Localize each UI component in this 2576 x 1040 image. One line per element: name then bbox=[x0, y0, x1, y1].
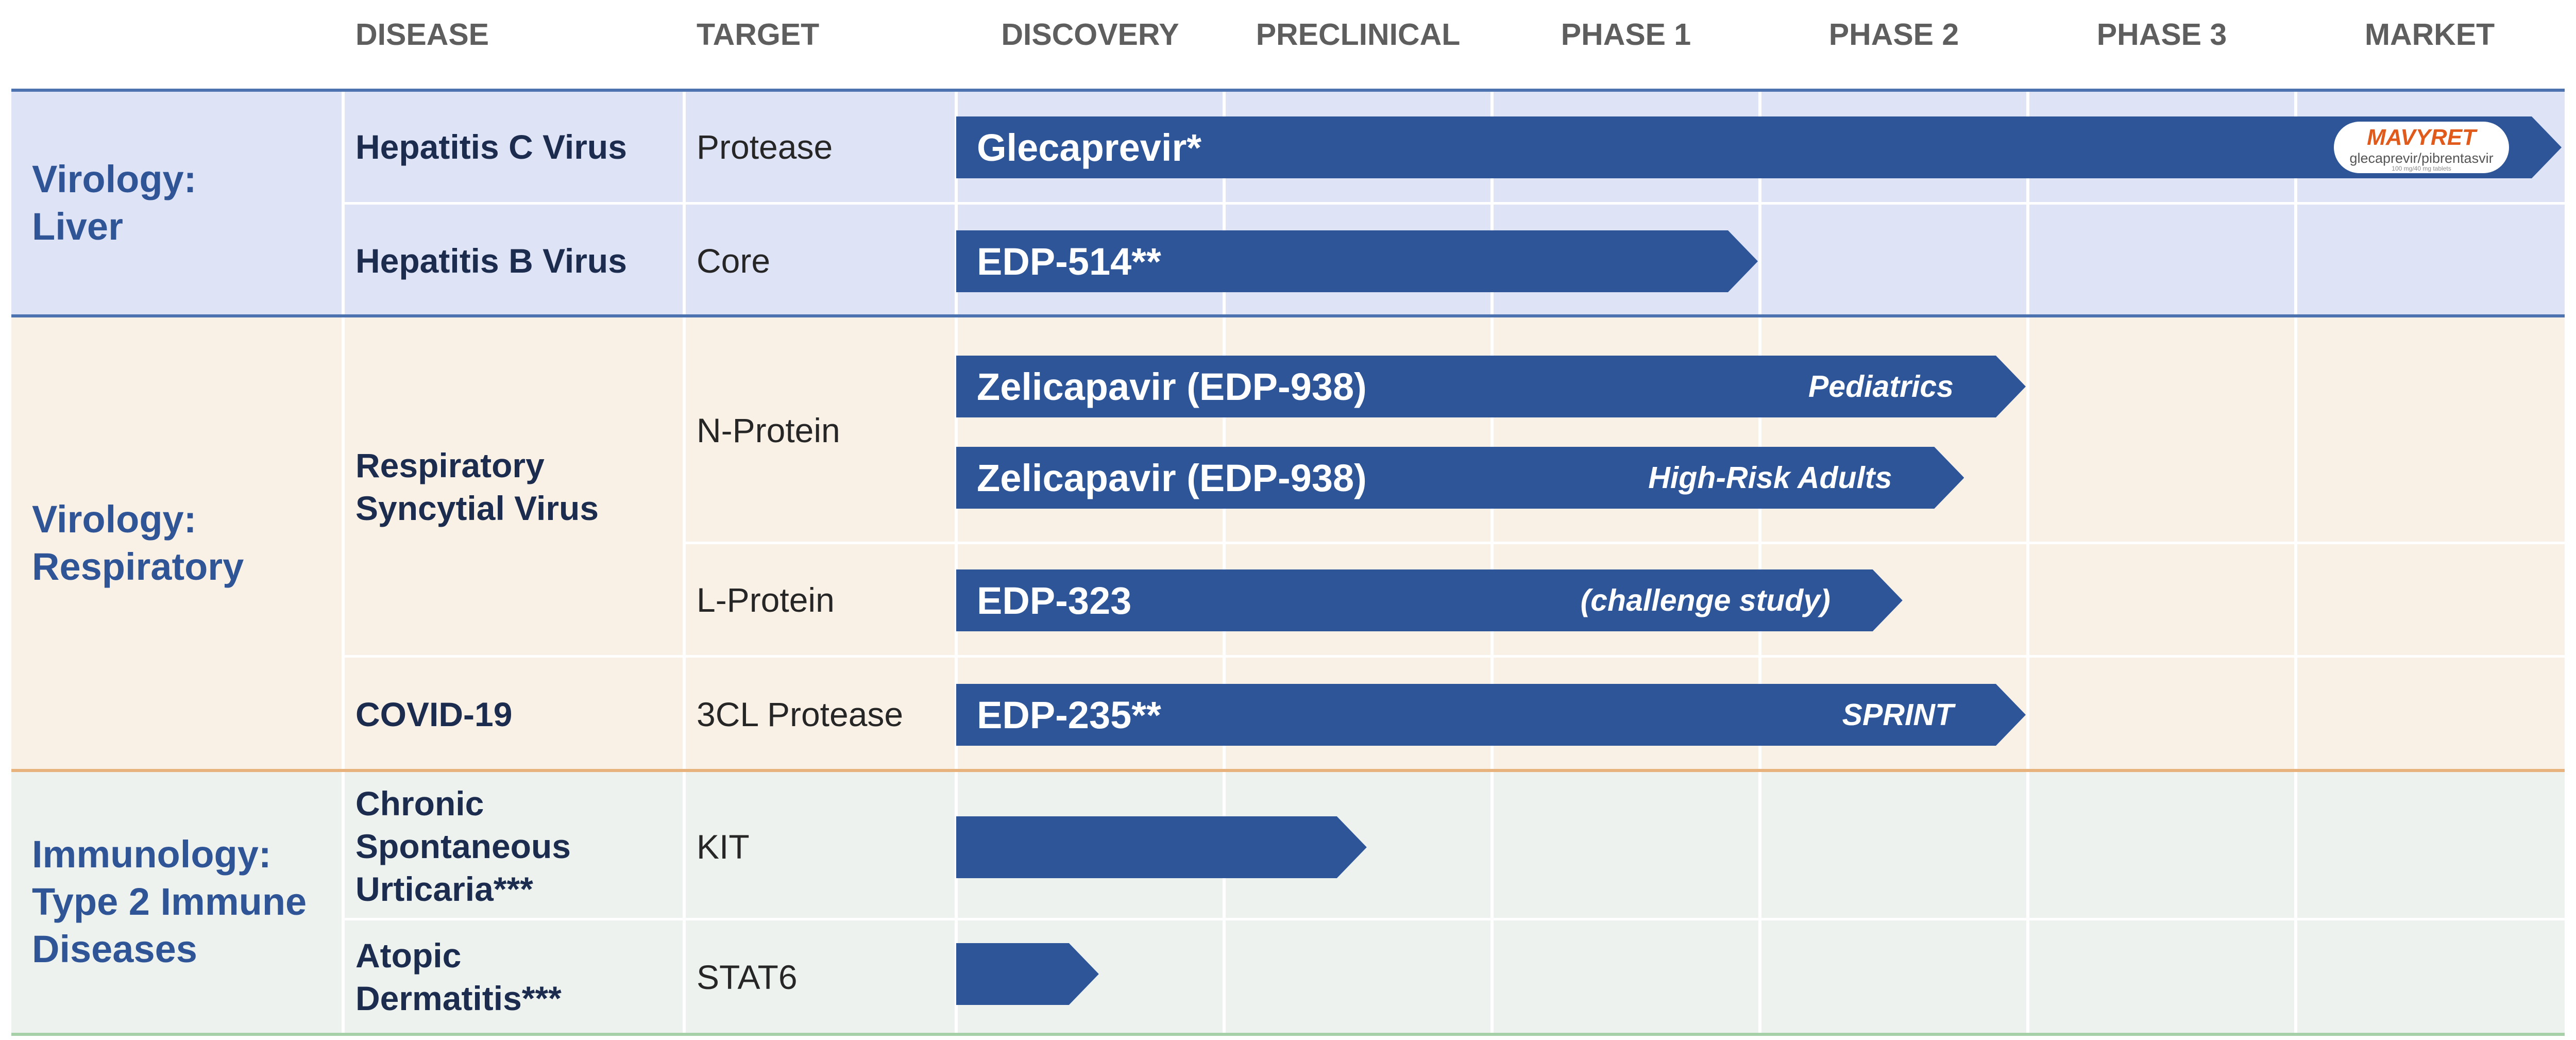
program-note: High-Risk Adults bbox=[1648, 461, 1892, 495]
pipeline-bar-edp-323: EDP-323 (challenge study) bbox=[956, 569, 1903, 631]
disease-line: COVID-19 bbox=[355, 695, 513, 733]
mavyret-logo-icon: MAVYRET glecaprevir/pibrentasvir 100 mg/… bbox=[2334, 122, 2509, 173]
program-name: Glecaprevir* bbox=[977, 126, 1202, 169]
target-core: Core bbox=[697, 242, 771, 280]
grid-line bbox=[683, 92, 686, 1033]
disease-covid-19: COVID-19 bbox=[355, 693, 512, 736]
category-line: Respiratory bbox=[32, 545, 244, 588]
grid-line bbox=[342, 92, 345, 1033]
band-rule-top bbox=[11, 89, 2565, 92]
grid-line bbox=[1223, 92, 1226, 1033]
target-3cl-protease: 3CL Protease bbox=[697, 695, 904, 733]
pipeline-bar-glecaprevir: Glecaprevir* MAVYRET glecaprevir/pibrent… bbox=[956, 116, 2562, 178]
category-virology-liver: Virology: Liver bbox=[32, 156, 196, 250]
target-kit: KIT bbox=[697, 828, 750, 866]
disease-hepatitis-b: Hepatitis B Virus bbox=[355, 240, 627, 282]
disease-line: Atopic bbox=[355, 936, 462, 975]
pipeline-bar-stat6 bbox=[956, 943, 1099, 1005]
program-note: SPRINT bbox=[1842, 698, 1954, 732]
disease-line: Hepatitis C Virus bbox=[355, 128, 627, 166]
disease-line: Respiratory bbox=[355, 446, 545, 484]
disease-line: Syncytial Virus bbox=[355, 489, 599, 527]
target-protease: Protease bbox=[697, 128, 833, 166]
grid-line bbox=[684, 542, 2565, 544]
logo-fineprint: 100 mg/40 mg tablets bbox=[2392, 165, 2451, 172]
program-name: EDP-323 bbox=[977, 579, 1132, 622]
category-virology-respiratory: Virology: Respiratory bbox=[32, 496, 244, 591]
header-disease: DISEASE bbox=[355, 18, 489, 52]
category-line: Virology: bbox=[32, 158, 197, 200]
disease-chronic-spontaneous-urticaria: Chronic Spontaneous Urticaria*** bbox=[355, 782, 571, 911]
pipeline-bar-edp-235: EDP-235** SPRINT bbox=[956, 684, 2026, 746]
grid-line bbox=[955, 92, 958, 1033]
grid-line bbox=[343, 202, 2565, 205]
target-l-protein: L-Protein bbox=[697, 581, 835, 619]
disease-line: Hepatitis B Virus bbox=[355, 242, 627, 280]
band-immunology bbox=[11, 772, 2565, 1033]
pipeline-bar-kit bbox=[956, 816, 1367, 878]
band-rule-liver bbox=[11, 314, 2565, 317]
logo-subtitle: glecaprevir/pibrentasvir bbox=[2349, 150, 2494, 166]
category-line: Immunology: bbox=[32, 833, 272, 876]
grid-line bbox=[2026, 92, 2029, 1033]
program-name: EDP-235** bbox=[977, 693, 1161, 736]
grid-line bbox=[343, 655, 2565, 658]
category-line: Type 2 Immune bbox=[32, 880, 307, 923]
header-preclinical: PRECLINICAL bbox=[1256, 18, 1461, 52]
program-note: Pediatrics bbox=[1808, 370, 1954, 404]
header-phase-3: PHASE 3 bbox=[2096, 18, 2227, 52]
header-discovery: DISCOVERY bbox=[1001, 18, 1179, 52]
disease-rsv: Respiratory Syncytial Virus bbox=[355, 444, 599, 530]
disease-hepatitis-c: Hepatitis C Virus bbox=[355, 126, 627, 169]
program-name: EDP-514** bbox=[977, 240, 1161, 283]
program-name: Zelicapavir (EDP-938) bbox=[977, 456, 1367, 499]
disease-line: Urticaria*** bbox=[355, 870, 533, 908]
grid-line bbox=[2294, 92, 2297, 1033]
category-line: Liver bbox=[32, 205, 123, 248]
grid-line bbox=[1758, 92, 1761, 1033]
category-line: Diseases bbox=[32, 928, 197, 970]
logo-brand: MAVYRET bbox=[2367, 125, 2476, 150]
category-immunology: Immunology: Type 2 Immune Diseases bbox=[32, 831, 307, 973]
category-line: Virology: bbox=[32, 498, 197, 541]
header-phase-2: PHASE 2 bbox=[1828, 18, 1959, 52]
grid-line bbox=[1490, 92, 1494, 1033]
program-name: Zelicapavir (EDP-938) bbox=[977, 365, 1367, 408]
pipeline-bar-edp-514: EDP-514** bbox=[956, 230, 1758, 292]
disease-atopic-dermatitis: Atopic Dermatitis*** bbox=[355, 934, 562, 1020]
disease-line: Dermatitis*** bbox=[355, 979, 562, 1017]
program-note: (challenge study) bbox=[1580, 583, 1831, 617]
target-stat6: STAT6 bbox=[697, 958, 798, 996]
header-target: TARGET bbox=[697, 18, 820, 52]
target-n-protein: N-Protein bbox=[697, 411, 840, 449]
pipeline-bar-zelicapavir-pediatrics: Zelicapavir (EDP-938) Pediatrics bbox=[956, 356, 2026, 417]
band-rule-immunology bbox=[11, 1033, 2565, 1036]
disease-line: Chronic bbox=[355, 784, 484, 823]
grid-line bbox=[343, 918, 2565, 920]
header-phase-1: PHASE 1 bbox=[1561, 18, 1691, 52]
header-market: MARKET bbox=[2364, 18, 2495, 52]
pipeline-bar-zelicapavir-high-risk-adults: Zelicapavir (EDP-938) High-Risk Adults bbox=[956, 447, 1964, 509]
band-rule-respiratory bbox=[11, 769, 2565, 772]
disease-line: Spontaneous bbox=[355, 827, 571, 865]
